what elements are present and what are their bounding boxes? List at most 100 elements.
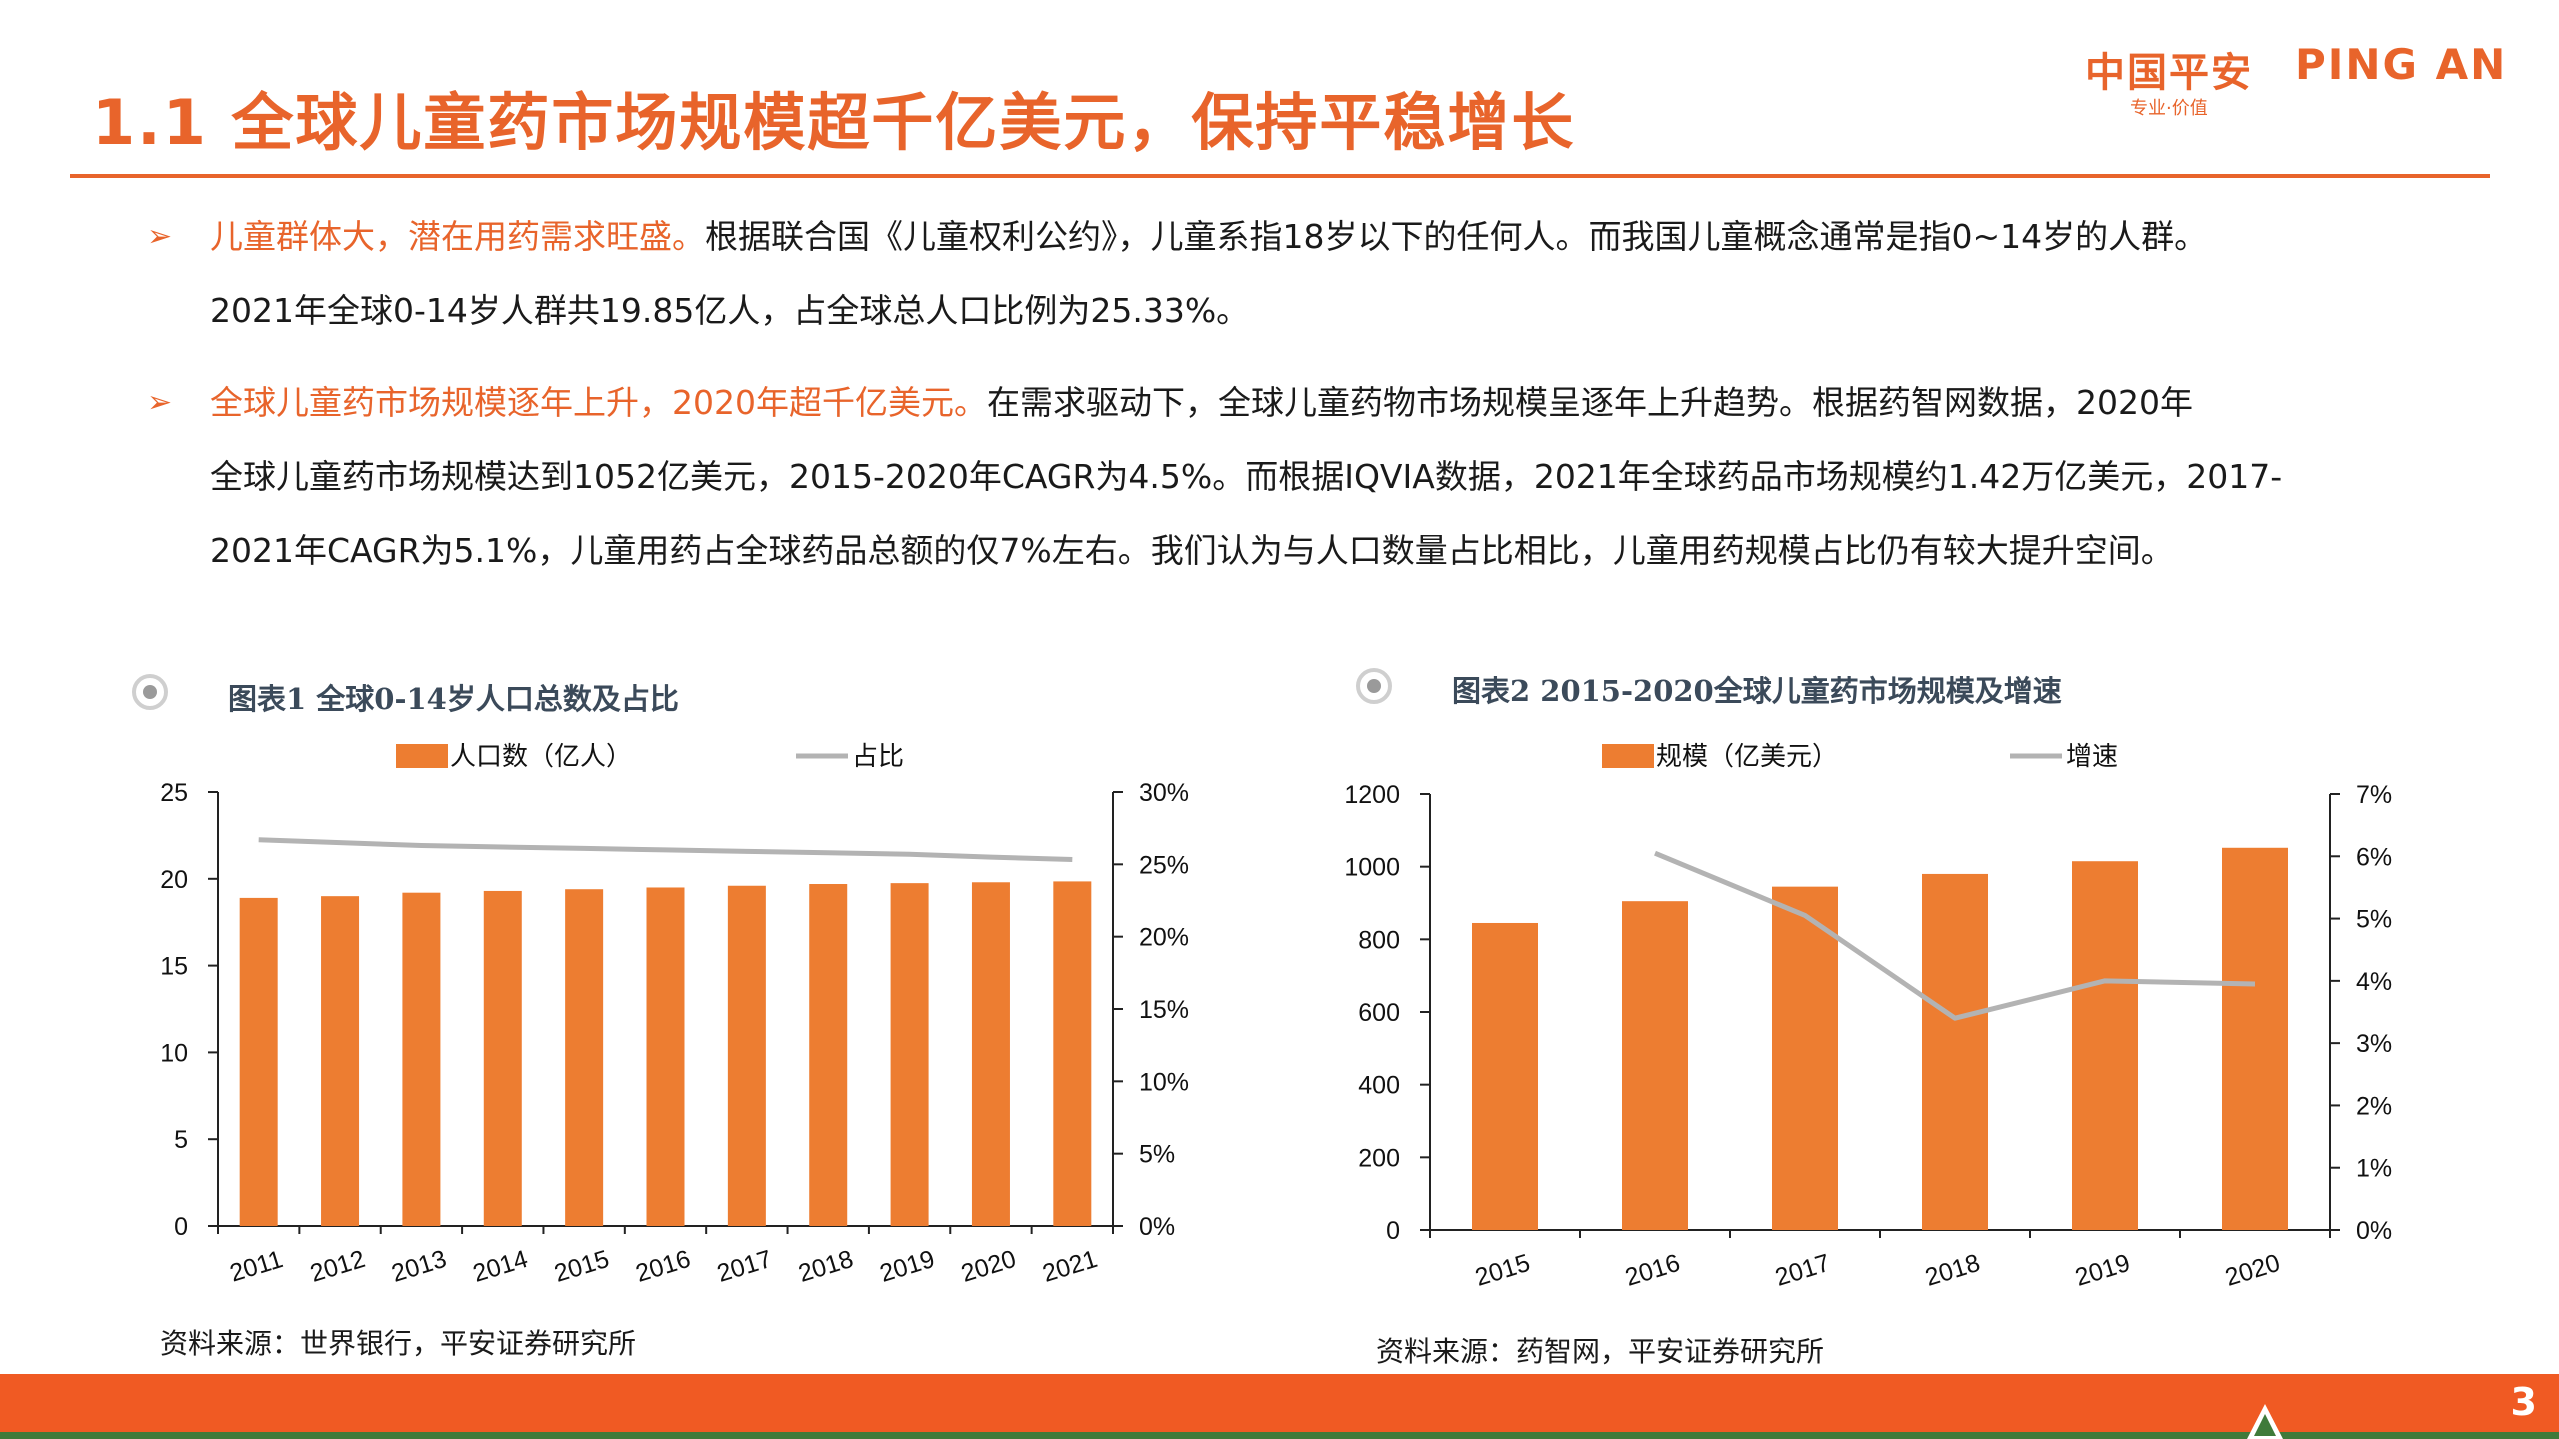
footer-bar xyxy=(0,1374,2559,1439)
x-tick-label: 2012 xyxy=(307,1245,368,1288)
right-tick-label: 2% xyxy=(2356,1092,2392,1120)
figure-2-source: 资料来源：药智网，平安证券研究所 xyxy=(1376,1335,1825,1368)
bullet-1-text-1: 根据联合国《儿童权利公约》，儿童系指18岁以下的任何人。而我国儿童概念通常是指0… xyxy=(705,217,2208,256)
bar xyxy=(1922,873,1988,1230)
right-tick-label: 15% xyxy=(1139,996,1189,1024)
legend-bar-label: 人口数（亿人） xyxy=(450,741,632,771)
right-tick-label: 25% xyxy=(1139,851,1189,879)
logo-tagline: 专业·价值 xyxy=(2130,98,2208,119)
bar xyxy=(1053,881,1092,1226)
bullet-arrow-icon: ➢ xyxy=(147,385,173,420)
right-tick-label: 20% xyxy=(1139,924,1189,952)
footer-stripe xyxy=(0,1432,2559,1439)
x-tick-label: 2018 xyxy=(1922,1249,1983,1292)
left-tick-label: 25 xyxy=(160,779,188,807)
x-tick-label: 2020 xyxy=(958,1245,1019,1288)
chart-2-market-size: 0 200 400 600 800 1000 1200 0% 1% 2% 3% 4% 5% 6% 7% 201… xyxy=(1344,741,2392,1292)
x-tick-label: 2016 xyxy=(632,1245,693,1288)
series-line xyxy=(1654,850,2256,1021)
legend-bar-label: 规模（亿美元） xyxy=(1656,741,1838,771)
chart-1-population: 0 5 10 15 20 25 0% 5% 10% 15% 20% 25% 30% 2011 2012 201… xyxy=(160,741,1189,1288)
x-tick-label: 2019 xyxy=(2072,1249,2133,1292)
x-tick-label: 2014 xyxy=(470,1245,531,1288)
right-tick-label: 7% xyxy=(2356,781,2392,809)
bar xyxy=(483,890,522,1226)
bar xyxy=(2222,847,2288,1230)
left-tick-label: 1200 xyxy=(1344,781,1400,809)
x-tick-label: 2019 xyxy=(877,1245,938,1288)
legend-bar-swatch xyxy=(1602,744,1654,768)
bar xyxy=(890,883,929,1226)
bar xyxy=(971,882,1010,1226)
bar xyxy=(809,884,848,1226)
right-tick-label: 5% xyxy=(2356,906,2392,934)
bullet-1: ➢ 儿童群体大，潜在用药需求旺盛。根据联合国《儿童权利公约》，儿童系指18岁以下… xyxy=(147,200,2430,348)
footer-logo-icon xyxy=(2247,1404,2283,1439)
x-tick-label: 2017 xyxy=(714,1245,775,1288)
right-tick-label: 0% xyxy=(2356,1217,2392,1245)
bar xyxy=(565,889,604,1226)
bar xyxy=(727,885,766,1226)
x-tick-label: 2016 xyxy=(1622,1249,1683,1292)
bullet-2-line-1: 全球儿童药市场规模逐年上升，2020年超千亿美元。在需求驱动下，全球儿童药物市场… xyxy=(210,366,2430,440)
left-tick-label: 15 xyxy=(160,953,188,981)
right-tick-label: 30% xyxy=(1139,779,1189,807)
figure-1-source: 资料来源：世界银行，平安证券研究所 xyxy=(160,1327,637,1360)
bullet-1-line-1: 儿童群体大，潜在用药需求旺盛。根据联合国《儿童权利公约》，儿童系指18岁以下的任… xyxy=(210,200,2430,274)
right-tick-label: 6% xyxy=(2356,843,2392,871)
right-tick-label: 1% xyxy=(2356,1155,2392,1183)
right-tick-label: 10% xyxy=(1139,1068,1189,1096)
bullet-1-line-2: 2021年全球0-14岁人群共19.85亿人，占全球总人口比例为25.33%。 xyxy=(210,291,1250,330)
bar xyxy=(2072,861,2138,1230)
left-tick-label: 0 xyxy=(1386,1217,1400,1245)
left-tick-label: 400 xyxy=(1358,1072,1400,1100)
x-tick-label: 2015 xyxy=(1472,1249,1533,1292)
bar xyxy=(646,887,685,1226)
bar xyxy=(239,897,278,1226)
left-tick-label: 20 xyxy=(160,866,188,894)
page-title: 1.1 全球儿童药市场规模超千亿美元，保持平稳增长 xyxy=(92,86,1576,159)
figure-1-title: 图表1 全球0-14岁人口总数及占比 xyxy=(228,682,679,716)
bullet-2-text-1: 在需求驱动下，全球儿童药物市场规模呈逐年上升趋势。根据药智网数据，2020年 xyxy=(986,383,2193,422)
bar xyxy=(402,892,441,1226)
logo-cn-text: 中国平安 xyxy=(2085,50,2253,96)
x-tick-label: 2013 xyxy=(388,1245,449,1288)
bullet-2: ➢ 全球儿童药市场规模逐年上升，2020年超千亿美元。在需求驱动下，全球儿童药物… xyxy=(147,366,2430,588)
bullet-2-lead: 全球儿童药市场规模逐年上升，2020年超千亿美元。 xyxy=(210,383,987,422)
right-tick-label: 5% xyxy=(1139,1141,1175,1169)
figure-1-radio-icon xyxy=(132,674,168,710)
title-divider xyxy=(70,174,2490,178)
left-tick-label: 800 xyxy=(1358,926,1400,954)
left-tick-label: 10 xyxy=(160,1039,188,1067)
left-tick-label: 600 xyxy=(1358,999,1400,1027)
company-logo: 中国平安 PING AN 专业·价值 xyxy=(2085,40,2505,120)
x-tick-label: 2015 xyxy=(551,1245,612,1288)
bullet-arrow-icon: ➢ xyxy=(147,219,173,254)
bullet-2-line-2: 全球儿童药市场规模达到1052亿美元，2015-2020年CAGR为4.5%。而… xyxy=(210,457,2283,496)
x-tick-label: 2011 xyxy=(227,1245,287,1287)
x-tick-label: 2020 xyxy=(2222,1249,2283,1292)
legend-line-label: 增速 xyxy=(2066,741,2118,771)
bar xyxy=(1472,922,1538,1230)
logo-en-text: PING AN xyxy=(2295,40,2508,89)
x-tick-label: 2021 xyxy=(1039,1245,1100,1288)
bullet-1-lead: 儿童群体大，潜在用药需求旺盛。 xyxy=(210,217,705,256)
right-tick-label: 4% xyxy=(2356,968,2392,996)
series-line xyxy=(258,837,1073,863)
left-tick-label: 5 xyxy=(174,1126,188,1154)
left-tick-label: 0 xyxy=(174,1213,188,1241)
figure-2-radio-icon xyxy=(1356,668,1392,704)
bar xyxy=(1772,886,1838,1230)
right-tick-label: 3% xyxy=(2356,1030,2392,1058)
page-number: 3 xyxy=(2510,1380,2537,1424)
bullet-2-line-3: 2021年CAGR为5.1%，儿童用药占全球药品总额的仅7%左右。我们认为与人口… xyxy=(210,531,2174,570)
left-tick-label: 1000 xyxy=(1344,854,1400,882)
bar xyxy=(321,896,360,1226)
right-tick-label: 0% xyxy=(1139,1213,1175,1241)
left-tick-label: 200 xyxy=(1358,1144,1400,1172)
x-tick-label: 2017 xyxy=(1772,1249,1833,1292)
x-tick-label: 2018 xyxy=(795,1245,856,1288)
legend-bar-swatch xyxy=(396,744,448,768)
figure-2-title: 图表2 2015-2020全球儿童药市场规模及增速 xyxy=(1452,674,2062,708)
bar xyxy=(1622,901,1688,1230)
